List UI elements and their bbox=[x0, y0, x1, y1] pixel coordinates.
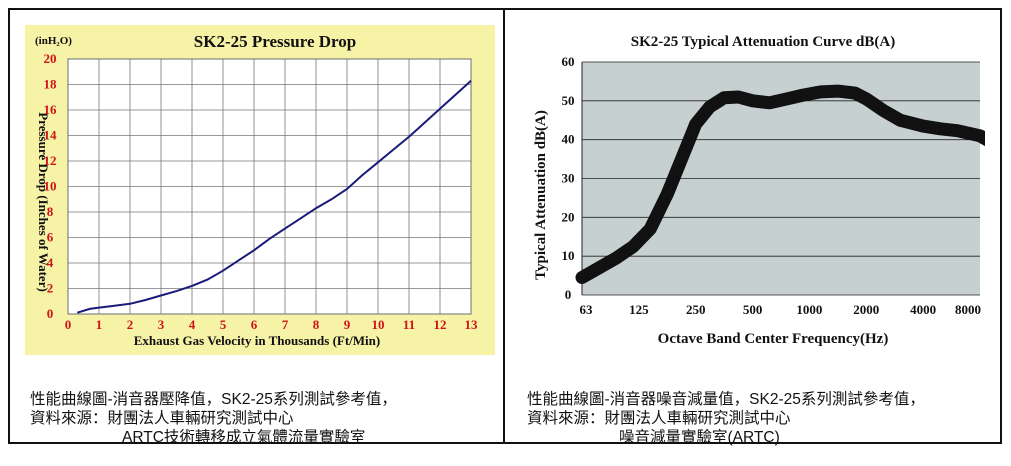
y-tick-label: 16 bbox=[44, 102, 58, 117]
x-tick-label: 12 bbox=[434, 317, 447, 332]
y-tick-label: 10 bbox=[562, 248, 575, 263]
x-tick-label: 11 bbox=[403, 317, 415, 332]
left-caption-line2: 資料來源：財團法人車輛研究測試中心 bbox=[30, 410, 294, 427]
right-caption-line1: 性能曲線圖-消音器噪音減量值，SK2-25系列測試參考值， bbox=[527, 391, 925, 408]
x-tick-label: 1 bbox=[96, 317, 103, 332]
x-tick-label: 0 bbox=[65, 317, 72, 332]
x-tick-label: 1000 bbox=[796, 302, 822, 317]
right-caption: 性能曲線圖-消音器噪音減量值，SK2-25系列測試參考值， 資料來源：財團法人車輛… bbox=[527, 371, 925, 466]
right-caption-line3: 噪音減量實驗室(ARTC) bbox=[619, 429, 780, 446]
x-tick-label: 5 bbox=[220, 317, 227, 332]
y-tick-label: 18 bbox=[44, 77, 58, 92]
x-tick-label: 8 bbox=[313, 317, 320, 332]
y-tick-label: 14 bbox=[44, 128, 58, 143]
chart-title: SK2-25 Pressure Drop bbox=[194, 32, 356, 51]
y-tick-label: 10 bbox=[44, 179, 57, 194]
x-tick-label: 500 bbox=[743, 302, 763, 317]
x-axis-label: Octave Band Center Frequency(Hz) bbox=[658, 331, 889, 347]
chart-title: SK2-25 Typical Attenuation Curve dB(A) bbox=[631, 34, 895, 50]
attenuation-curve bbox=[575, 84, 1011, 284]
y-tick-label: 12 bbox=[44, 153, 57, 168]
figure-frame bbox=[8, 8, 1002, 444]
y-axis-label: Pressure Drop (Inches of Water) bbox=[36, 112, 51, 292]
x-tick-label: 3 bbox=[158, 317, 165, 332]
x-axis-label: Exhaust Gas Velocity in Thousands (Ft/Mi… bbox=[134, 333, 380, 348]
unit-label: (inH₂O) bbox=[35, 35, 72, 47]
x-tick-label: 4 bbox=[189, 317, 196, 332]
x-tick-label: 9 bbox=[344, 317, 351, 332]
y-tick-label: 40 bbox=[562, 132, 575, 147]
y-tick-label: 6 bbox=[47, 230, 54, 245]
pressure-drop-svg: (inH₂O) SK2-25 Pressure Drop Exhaust Gas… bbox=[25, 25, 495, 355]
x-tick-label: 2000 bbox=[853, 302, 879, 317]
x-tick-label: 13 bbox=[465, 317, 479, 332]
x-tick-label: 2 bbox=[127, 317, 134, 332]
panel-divider bbox=[503, 8, 505, 444]
pressure-drop-line bbox=[77, 79, 472, 314]
y-tick-label: 30 bbox=[562, 171, 575, 186]
y-tick-label: 8 bbox=[47, 204, 54, 219]
attenuation-svg: SK2-25 Typical Attenuation Curve dB(A) 0… bbox=[533, 34, 1011, 347]
left-caption-line3: ARTC技術轉移成立氣體流量實驗室 bbox=[122, 429, 366, 446]
left-caption: 性能曲線圖-消音器壓降值，SK2-25系列測試參考值， 資料來源：財團法人車輛研究… bbox=[30, 371, 397, 466]
x-tick-label: 125 bbox=[629, 302, 649, 317]
y-tick-label: 20 bbox=[44, 51, 57, 66]
x-tick-label: 6 bbox=[251, 317, 258, 332]
right-caption-line2: 資料來源：財團法人車輛研究測試中心 bbox=[527, 410, 791, 427]
y-tick-label: 60 bbox=[562, 54, 575, 69]
x-tick-label: 250 bbox=[686, 302, 706, 317]
y-tick-label: 0 bbox=[565, 287, 572, 302]
y-axis-label: Typical Attenuation dB(A) bbox=[533, 110, 549, 280]
y-tick-label: 50 bbox=[562, 93, 575, 108]
left-caption-line1: 性能曲線圖-消音器壓降值，SK2-25系列測試參考值， bbox=[30, 391, 397, 408]
y-tick-label: 4 bbox=[47, 255, 54, 270]
x-tick-label: 10 bbox=[372, 317, 385, 332]
y-tick-label: 20 bbox=[562, 209, 575, 224]
y-tick-label: 2 bbox=[47, 281, 54, 296]
attenuation-chart: SK2-25 Typical Attenuation Curve dB(A) 0… bbox=[525, 25, 1011, 360]
y-tick-label: 0 bbox=[47, 306, 54, 321]
x-tick-label: 4000 bbox=[910, 302, 936, 317]
x-tick-label: 63 bbox=[580, 302, 594, 317]
x-tick-label: 8000 bbox=[955, 302, 981, 317]
x-tick-label: 7 bbox=[282, 317, 289, 332]
pressure-drop-chart: (inH₂O) SK2-25 Pressure Drop Exhaust Gas… bbox=[25, 25, 495, 360]
